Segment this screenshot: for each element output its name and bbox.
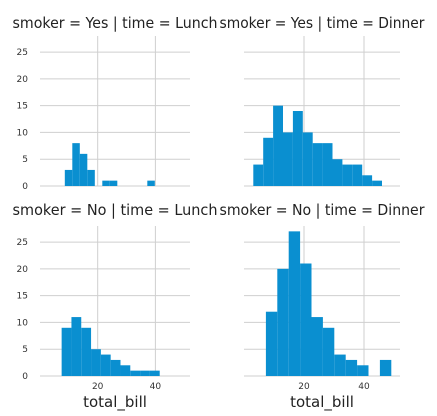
x-tick-label: 20 <box>92 382 104 392</box>
histogram-bar <box>149 370 160 376</box>
histogram-bar <box>120 365 131 376</box>
x-tick-label: 20 <box>298 382 310 392</box>
histogram-bar <box>64 169 73 186</box>
histogram-bar <box>332 159 343 186</box>
histogram-bar <box>265 311 278 376</box>
histogram-bar <box>334 354 346 376</box>
histogram-bar <box>312 143 323 186</box>
y-tick-label: 25 <box>17 48 28 58</box>
histogram-bar <box>300 263 312 376</box>
histogram-bar <box>342 164 353 186</box>
x-tick-label: 40 <box>358 382 370 392</box>
histogram-bar <box>352 164 363 186</box>
histogram-bar <box>322 327 335 376</box>
histogram-bar <box>379 359 392 376</box>
y-tick-label: 15 <box>17 292 28 302</box>
histogram-bar <box>273 105 283 186</box>
histogram-bar <box>71 317 82 376</box>
histogram-bar <box>288 231 301 376</box>
histogram-bar <box>79 153 88 186</box>
histogram-bar <box>311 317 323 376</box>
y-tick-label: 5 <box>22 155 28 165</box>
y-tick-label: 5 <box>22 345 28 355</box>
histogram-bar <box>345 359 358 376</box>
panel-title: smoker = No | time = Lunch <box>13 201 218 219</box>
histogram-bar <box>322 143 333 186</box>
panel-title: smoker = Yes | time = Lunch <box>13 14 218 32</box>
y-tick-label: 25 <box>17 238 28 248</box>
histogram-bar <box>91 349 101 376</box>
y-tick-label: 10 <box>17 318 29 328</box>
histogram-bar <box>102 180 110 186</box>
x-tick-label: 40 <box>150 382 162 392</box>
histogram-bar <box>277 268 289 376</box>
histogram-bar <box>140 370 150 376</box>
y-tick-label: 15 <box>17 102 28 112</box>
histogram-bar <box>110 359 121 376</box>
x-axis-label: total_bill <box>290 393 354 412</box>
histogram-bar <box>283 132 293 186</box>
histogram-bar <box>61 327 72 376</box>
histogram-bar <box>81 327 92 376</box>
y-tick-label: 10 <box>17 128 29 138</box>
histogram-bar <box>109 180 118 186</box>
panel-title: smoker = No | time = Dinner <box>220 201 426 219</box>
histogram-bar <box>72 143 80 186</box>
histogram-bar <box>357 365 369 376</box>
histogram-bar <box>302 132 313 186</box>
histogram-bar <box>100 354 111 376</box>
histogram-bar <box>147 180 155 186</box>
y-tick-label: 20 <box>17 265 29 275</box>
x-axis-label: total_bill <box>83 393 147 412</box>
histogram-bar <box>87 169 95 186</box>
histogram-bar <box>130 370 141 376</box>
y-tick-label: 20 <box>17 75 29 85</box>
panel-title: smoker = Yes | time = Dinner <box>220 14 426 32</box>
y-tick-label: 0 <box>22 372 28 382</box>
histogram-bar <box>362 175 373 186</box>
histogram-bar <box>263 137 274 186</box>
histogram-bar <box>253 164 264 186</box>
y-tick-label: 0 <box>22 182 28 192</box>
histogram-bar <box>372 180 382 186</box>
histogram-bar <box>292 111 303 186</box>
